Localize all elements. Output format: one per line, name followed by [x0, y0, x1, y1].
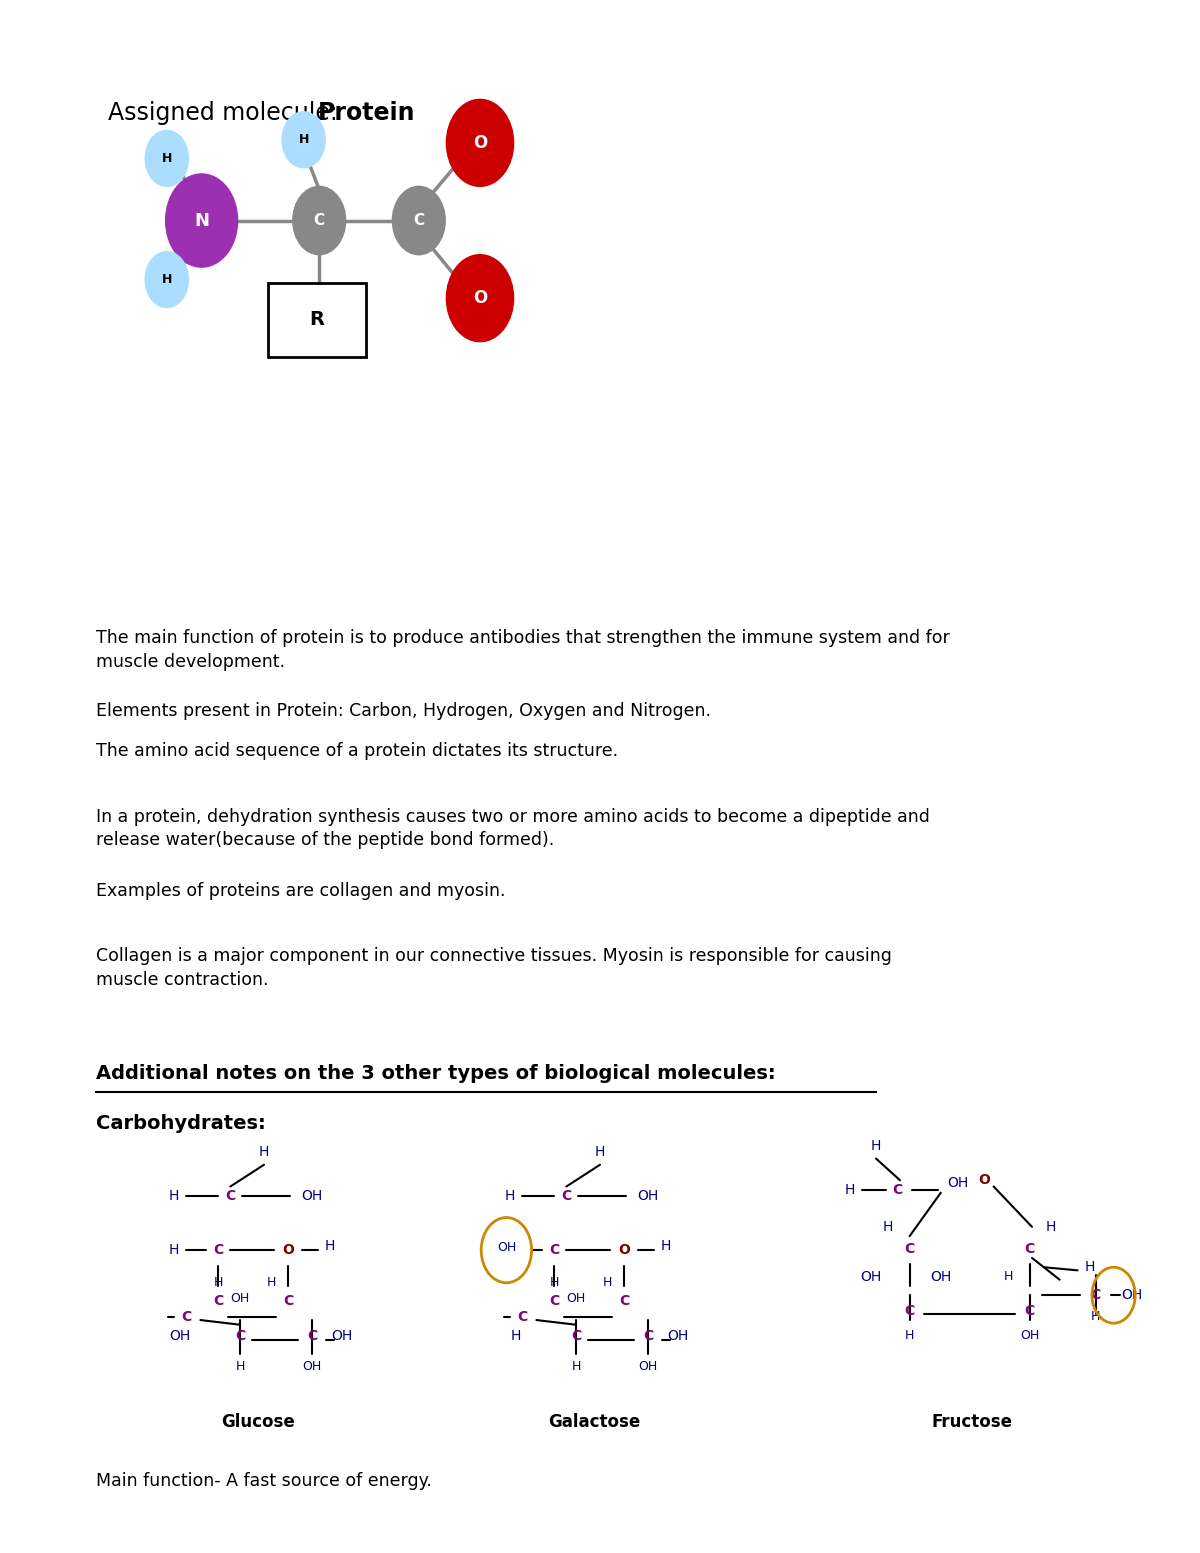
Text: H: H [845, 1182, 854, 1197]
Text: OH: OH [301, 1188, 323, 1204]
Text: OH: OH [860, 1269, 882, 1284]
Text: H: H [871, 1138, 881, 1154]
Text: C: C [562, 1188, 571, 1204]
Text: Assigned molecule:: Assigned molecule: [108, 101, 346, 124]
Circle shape [293, 186, 346, 255]
Text: C: C [226, 1188, 235, 1204]
Text: OH: OH [1020, 1329, 1039, 1342]
Text: Additional notes on the 3 other types of biological molecules:: Additional notes on the 3 other types of… [96, 1064, 775, 1082]
Text: C: C [893, 1182, 902, 1197]
Text: OH: OH [302, 1360, 322, 1373]
Circle shape [145, 130, 188, 186]
Text: O: O [978, 1173, 990, 1188]
Text: C: C [307, 1328, 317, 1343]
Circle shape [446, 99, 514, 186]
Text: C: C [1025, 1241, 1034, 1256]
Text: Fructose: Fructose [931, 1413, 1013, 1432]
Text: C: C [1091, 1287, 1100, 1303]
Text: Protein: Protein [318, 101, 415, 124]
Text: H: H [905, 1329, 914, 1342]
Text: The main function of protein is to produce antibodies that strengthen the immune: The main function of protein is to produ… [96, 629, 949, 671]
Text: H: H [235, 1360, 245, 1373]
Text: C: C [643, 1328, 653, 1343]
Text: C: C [619, 1294, 629, 1309]
Circle shape [392, 186, 445, 255]
Text: C: C [214, 1242, 223, 1258]
Text: H: H [169, 1188, 179, 1204]
Text: The amino acid sequence of a protein dictates its structure.: The amino acid sequence of a protein dic… [96, 742, 618, 761]
Text: OH: OH [169, 1328, 191, 1343]
Text: C: C [905, 1303, 914, 1318]
Text: Collagen is a major component in our connective tissues. Myosin is responsible f: Collagen is a major component in our con… [96, 947, 892, 989]
Text: H: H [1085, 1259, 1094, 1275]
Text: C: C [214, 1294, 223, 1309]
Text: OH: OH [638, 1360, 658, 1373]
Text: OH: OH [331, 1328, 353, 1343]
Text: H: H [169, 1242, 179, 1258]
Circle shape [166, 174, 238, 267]
Text: H: H [661, 1238, 671, 1253]
Text: H: H [325, 1238, 335, 1253]
Text: H: H [550, 1277, 559, 1289]
Text: OH: OH [497, 1241, 516, 1253]
FancyBboxPatch shape [268, 283, 366, 357]
Text: C: C [517, 1309, 527, 1325]
Text: H: H [266, 1277, 276, 1289]
Text: C: C [1025, 1303, 1034, 1318]
Text: H: H [1046, 1219, 1056, 1235]
Text: OH: OH [637, 1188, 659, 1204]
Text: Carbohydrates:: Carbohydrates: [96, 1114, 265, 1132]
Text: H: H [1091, 1311, 1100, 1323]
Text: OH: OH [930, 1269, 952, 1284]
Text: H: H [1003, 1270, 1013, 1283]
Text: OH: OH [947, 1176, 968, 1191]
Text: H: H [511, 1328, 521, 1343]
Text: OH: OH [566, 1292, 586, 1305]
Text: H: H [162, 273, 172, 286]
Text: OH: OH [667, 1328, 689, 1343]
Text: H: H [162, 152, 172, 165]
Text: O: O [473, 134, 487, 152]
Text: N: N [194, 211, 209, 230]
Text: H: H [259, 1145, 269, 1160]
Text: C: C [550, 1294, 559, 1309]
Text: C: C [181, 1309, 191, 1325]
Text: H: H [214, 1277, 223, 1289]
Text: C: C [283, 1294, 293, 1309]
Text: R: R [310, 311, 324, 329]
Text: OH: OH [1121, 1287, 1142, 1303]
Circle shape [446, 255, 514, 342]
Text: Galactose: Galactose [548, 1413, 640, 1432]
Text: C: C [905, 1241, 914, 1256]
Text: O: O [473, 289, 487, 307]
Text: Elements present in Protein: Carbon, Hydrogen, Oxygen and Nitrogen.: Elements present in Protein: Carbon, Hyd… [96, 702, 710, 721]
Text: O: O [282, 1242, 294, 1258]
Text: OH: OH [230, 1292, 250, 1305]
Text: H: H [595, 1145, 605, 1160]
Text: H: H [299, 134, 308, 146]
Circle shape [282, 112, 325, 168]
Text: C: C [571, 1328, 581, 1343]
Text: Glucose: Glucose [221, 1413, 295, 1432]
Text: O: O [618, 1242, 630, 1258]
Text: H: H [602, 1277, 612, 1289]
Text: Main function- A fast source of energy.: Main function- A fast source of energy. [96, 1472, 432, 1491]
Text: C: C [413, 213, 425, 228]
Text: Examples of proteins are collagen and myosin.: Examples of proteins are collagen and my… [96, 882, 505, 901]
Text: H: H [505, 1188, 515, 1204]
Text: In a protein, dehydration synthesis causes two or more amino acids to become a d: In a protein, dehydration synthesis caus… [96, 808, 930, 849]
Text: H: H [883, 1219, 893, 1235]
Text: C: C [550, 1242, 559, 1258]
Text: H: H [571, 1360, 581, 1373]
Text: C: C [313, 213, 325, 228]
Text: C: C [235, 1328, 245, 1343]
Circle shape [145, 252, 188, 307]
